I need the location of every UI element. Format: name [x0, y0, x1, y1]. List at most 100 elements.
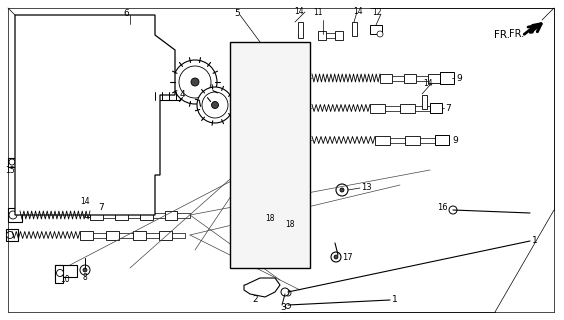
Circle shape: [77, 161, 82, 165]
Bar: [78, 68, 103, 86]
Bar: [29, 52, 35, 58]
Circle shape: [25, 26, 30, 30]
Bar: [375, 135, 390, 145]
Circle shape: [202, 92, 228, 118]
Bar: [405, 135, 420, 145]
Circle shape: [173, 60, 217, 104]
Bar: [178, 212, 190, 218]
Text: 7: 7: [445, 103, 451, 113]
Circle shape: [77, 133, 82, 139]
Bar: [8, 208, 22, 222]
Circle shape: [104, 26, 108, 30]
Circle shape: [299, 239, 305, 245]
Circle shape: [80, 265, 90, 275]
Text: 13: 13: [361, 182, 372, 191]
Circle shape: [235, 257, 241, 263]
Circle shape: [9, 211, 17, 219]
Bar: [120, 233, 133, 237]
Bar: [327, 33, 334, 37]
Circle shape: [295, 235, 305, 245]
Bar: [318, 30, 327, 39]
Bar: [47, 180, 53, 186]
Text: FR.: FR.: [509, 29, 525, 39]
Circle shape: [25, 188, 30, 193]
Circle shape: [25, 161, 30, 165]
Bar: [117, 180, 123, 186]
Bar: [172, 233, 185, 237]
Bar: [400, 103, 415, 113]
Circle shape: [51, 79, 56, 84]
Text: 11: 11: [313, 7, 323, 17]
Circle shape: [299, 257, 305, 263]
Circle shape: [7, 231, 14, 238]
Text: 2: 2: [252, 295, 258, 305]
Circle shape: [241, 168, 285, 212]
Circle shape: [299, 89, 305, 95]
Circle shape: [77, 107, 82, 111]
Circle shape: [235, 47, 241, 53]
Circle shape: [77, 52, 82, 58]
Circle shape: [331, 252, 341, 262]
Text: 1: 1: [392, 294, 398, 303]
Text: 10: 10: [60, 276, 70, 284]
Bar: [440, 72, 454, 84]
Bar: [298, 22, 303, 38]
Circle shape: [51, 52, 56, 58]
Text: 14: 14: [423, 78, 433, 87]
Circle shape: [280, 227, 290, 237]
Circle shape: [258, 185, 268, 195]
Circle shape: [145, 202, 151, 208]
Circle shape: [25, 107, 30, 111]
Bar: [93, 233, 106, 237]
Bar: [80, 230, 93, 239]
Bar: [352, 22, 357, 36]
Bar: [32, 167, 38, 173]
Circle shape: [51, 188, 56, 193]
Text: 5: 5: [234, 9, 240, 18]
Circle shape: [130, 79, 134, 84]
Circle shape: [89, 94, 101, 106]
Circle shape: [235, 89, 241, 95]
Circle shape: [334, 255, 338, 259]
Circle shape: [51, 26, 56, 30]
Text: 16: 16: [437, 203, 448, 212]
Bar: [115, 211, 127, 220]
Bar: [52, 39, 58, 45]
Ellipse shape: [68, 123, 78, 137]
Bar: [85, 203, 90, 217]
Polygon shape: [244, 278, 280, 297]
Bar: [55, 265, 77, 277]
Circle shape: [243, 63, 267, 87]
Bar: [55, 265, 63, 283]
Circle shape: [261, 284, 265, 288]
Circle shape: [285, 290, 291, 296]
Circle shape: [77, 26, 82, 30]
Circle shape: [262, 212, 278, 228]
Bar: [420, 138, 435, 142]
Circle shape: [83, 268, 87, 272]
Circle shape: [104, 161, 108, 165]
Circle shape: [241, 176, 269, 204]
Circle shape: [212, 101, 218, 108]
Circle shape: [130, 188, 134, 193]
Circle shape: [104, 107, 108, 111]
Circle shape: [235, 139, 241, 145]
Bar: [416, 76, 428, 81]
Circle shape: [104, 79, 108, 84]
Text: 8: 8: [82, 274, 87, 283]
Text: 7: 7: [98, 203, 104, 212]
Bar: [152, 212, 165, 218]
Circle shape: [84, 71, 96, 83]
Bar: [385, 106, 400, 110]
Circle shape: [340, 188, 344, 192]
Circle shape: [130, 52, 134, 58]
Circle shape: [130, 133, 134, 139]
Bar: [90, 211, 103, 220]
Bar: [428, 74, 440, 83]
Ellipse shape: [65, 119, 81, 141]
Circle shape: [51, 133, 56, 139]
Bar: [152, 92, 180, 100]
Circle shape: [104, 52, 108, 58]
Circle shape: [285, 303, 290, 308]
Bar: [370, 103, 385, 113]
